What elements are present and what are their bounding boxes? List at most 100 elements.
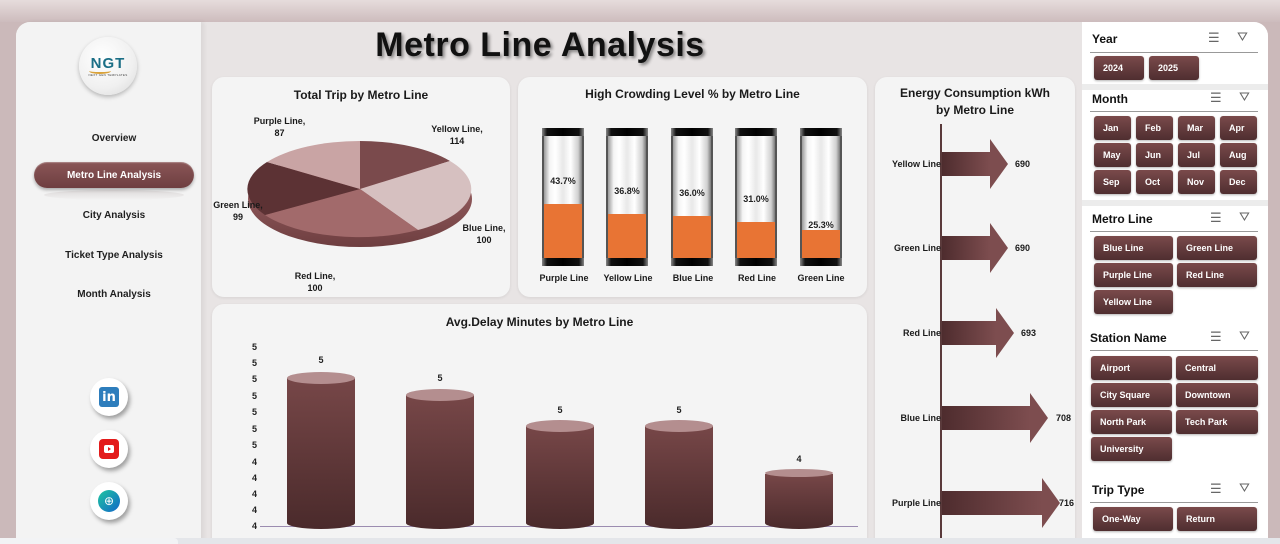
x-label: Yellow Line bbox=[603, 273, 653, 283]
crowding-bar-purple[interactable]: 43.7% bbox=[542, 128, 584, 266]
month-option-jul[interactable]: Jul bbox=[1178, 143, 1215, 167]
logo-swoosh-icon bbox=[89, 68, 111, 74]
pie-label-green: Green Line, 99 bbox=[213, 200, 263, 222]
month-option-aug[interactable]: Aug bbox=[1220, 143, 1257, 167]
value-label: 716 bbox=[1059, 498, 1075, 508]
month-option-feb[interactable]: Feb bbox=[1136, 116, 1173, 140]
month-option-mar[interactable]: Mar bbox=[1178, 116, 1215, 140]
youtube-button[interactable] bbox=[90, 430, 128, 468]
delay-card: Avg.Delay Minutes by Metro Line 5 5 5 5 … bbox=[212, 304, 867, 544]
year-slicer-title: Year bbox=[1092, 32, 1118, 46]
month-option-sep[interactable]: Sep bbox=[1094, 170, 1131, 194]
y-label: Green Line bbox=[893, 243, 941, 253]
linkedin-button[interactable]: in bbox=[90, 378, 128, 416]
station-option-university[interactable]: University bbox=[1091, 437, 1172, 461]
metro-option-red[interactable]: Red Line bbox=[1177, 263, 1257, 287]
crowding-bar-green[interactable]: 25.3% bbox=[800, 128, 842, 266]
y-label: Yellow Line bbox=[891, 159, 941, 169]
chart-title: Energy Consumption kWh bbox=[900, 86, 1050, 100]
trip-type-slicer-title: Trip Type bbox=[1092, 483, 1145, 497]
month-option-jun[interactable]: Jun bbox=[1136, 143, 1173, 167]
nav-label: Month Analysis bbox=[77, 288, 151, 300]
station-option-airport[interactable]: Airport bbox=[1091, 356, 1172, 380]
logo-text: NGT bbox=[90, 54, 126, 72]
month-option-nov[interactable]: Nov bbox=[1178, 170, 1215, 194]
slicer-separator bbox=[1082, 84, 1268, 90]
month-option-apr[interactable]: Apr bbox=[1220, 116, 1257, 140]
value-label: 690 bbox=[1015, 159, 1031, 169]
crowding-bar-red[interactable]: 31.0% bbox=[735, 128, 777, 266]
x-label: Purple Line bbox=[539, 273, 589, 283]
nav-label: City Analysis bbox=[82, 209, 146, 221]
y-tick: 5 bbox=[252, 358, 258, 368]
month-option-jan[interactable]: Jan bbox=[1094, 116, 1131, 140]
nav-ticket-type-analysis[interactable]: Ticket Type Analysis bbox=[34, 242, 194, 268]
y-axis-line bbox=[940, 124, 942, 544]
bottom-scroll-strip bbox=[0, 538, 1280, 544]
nav-city-analysis[interactable]: City Analysis bbox=[34, 202, 194, 228]
chart-subtitle: by Metro Line bbox=[935, 103, 1014, 117]
station-option-north-park[interactable]: North Park bbox=[1091, 410, 1172, 434]
station-option-central[interactable]: Central bbox=[1176, 356, 1258, 380]
pie-label-blue: Blue Line, 100 bbox=[462, 223, 506, 245]
y-tick: 5 bbox=[252, 374, 258, 384]
y-tick: 5 bbox=[252, 424, 258, 434]
clear-filter-icon[interactable]: ⛛ bbox=[1237, 29, 1248, 44]
year-option-2025[interactable]: 2025 bbox=[1149, 56, 1199, 80]
metro-option-blue[interactable]: Blue Line bbox=[1094, 236, 1173, 260]
x-label: Blue Line bbox=[672, 273, 714, 283]
crowding-bar-blue[interactable]: 36.0% bbox=[671, 128, 713, 266]
metro-option-green[interactable]: Green Line bbox=[1177, 236, 1257, 260]
pie-label-red: Red Line, 100 bbox=[294, 271, 336, 293]
month-option-oct[interactable]: Oct bbox=[1136, 170, 1173, 194]
y-tick: 5 bbox=[252, 342, 258, 352]
y-tick: 5 bbox=[252, 407, 258, 417]
y-tick: 4 bbox=[252, 489, 258, 499]
station-option-city-square[interactable]: City Square bbox=[1091, 383, 1172, 407]
value-label: 690 bbox=[1015, 243, 1031, 253]
energy-card: Energy Consumption kWh by Metro Line Yel… bbox=[875, 77, 1075, 544]
metro-option-yellow[interactable]: Yellow Line bbox=[1094, 290, 1173, 314]
clear-filter-icon[interactable]: ⛛ bbox=[1239, 89, 1250, 104]
active-reflection bbox=[44, 190, 184, 200]
nav-label: Ticket Type Analysis bbox=[65, 249, 163, 261]
y-tick: 4 bbox=[252, 473, 258, 483]
crowding-card: High Crowding Level % by Metro Line 43.7… bbox=[518, 77, 867, 297]
clear-filter-icon[interactable]: ⛛ bbox=[1239, 480, 1250, 495]
month-option-may[interactable]: May bbox=[1094, 143, 1131, 167]
nav-metro-line-analysis[interactable]: Metro Line Analysis bbox=[34, 162, 194, 188]
nav-overview[interactable]: Overview bbox=[34, 125, 194, 151]
divider bbox=[1090, 502, 1258, 503]
y-label: Red Line bbox=[902, 328, 941, 338]
linkedin-icon: in bbox=[99, 387, 119, 407]
divider bbox=[1090, 111, 1258, 112]
trip-type-option-return[interactable]: Return bbox=[1177, 507, 1257, 531]
multi-select-icon[interactable]: ☰ bbox=[1210, 210, 1222, 225]
station-option-tech-park[interactable]: Tech Park bbox=[1176, 410, 1258, 434]
multi-select-icon[interactable]: ☰ bbox=[1210, 329, 1222, 344]
globe-icon: ⊕ bbox=[98, 490, 120, 512]
clear-filter-icon[interactable]: ⛛ bbox=[1239, 328, 1250, 343]
y-tick: 4 bbox=[252, 521, 258, 531]
metro-option-purple[interactable]: Purple Line bbox=[1094, 263, 1173, 287]
multi-select-icon[interactable]: ☰ bbox=[1208, 30, 1220, 45]
y-tick: 5 bbox=[252, 391, 258, 401]
multi-select-icon[interactable]: ☰ bbox=[1210, 481, 1222, 496]
multi-select-icon[interactable]: ☰ bbox=[1210, 90, 1222, 105]
pie-chart[interactable] bbox=[240, 127, 480, 262]
website-button[interactable]: ⊕ bbox=[90, 482, 128, 520]
trip-type-option-one-way[interactable]: One-Way bbox=[1093, 507, 1173, 531]
divider bbox=[1090, 350, 1258, 351]
year-option-2024[interactable]: 2024 bbox=[1094, 56, 1144, 80]
month-option-dec[interactable]: Dec bbox=[1220, 170, 1257, 194]
value-label: 693 bbox=[1021, 328, 1037, 338]
page-title: Metro Line Analysis bbox=[375, 26, 705, 64]
chart-title: Avg.Delay Minutes by Metro Line bbox=[445, 315, 634, 329]
clear-filter-icon[interactable]: ⛛ bbox=[1239, 209, 1250, 224]
logo-subtext: NEXT GEN TEMPLATES bbox=[88, 72, 128, 77]
nav-label: Metro Line Analysis bbox=[66, 169, 162, 181]
nav-month-analysis[interactable]: Month Analysis bbox=[34, 281, 194, 307]
crowding-bar-yellow[interactable]: 36.8% bbox=[606, 128, 648, 266]
station-option-downtown[interactable]: Downtown bbox=[1176, 383, 1258, 407]
month-slicer-title: Month bbox=[1092, 92, 1128, 106]
